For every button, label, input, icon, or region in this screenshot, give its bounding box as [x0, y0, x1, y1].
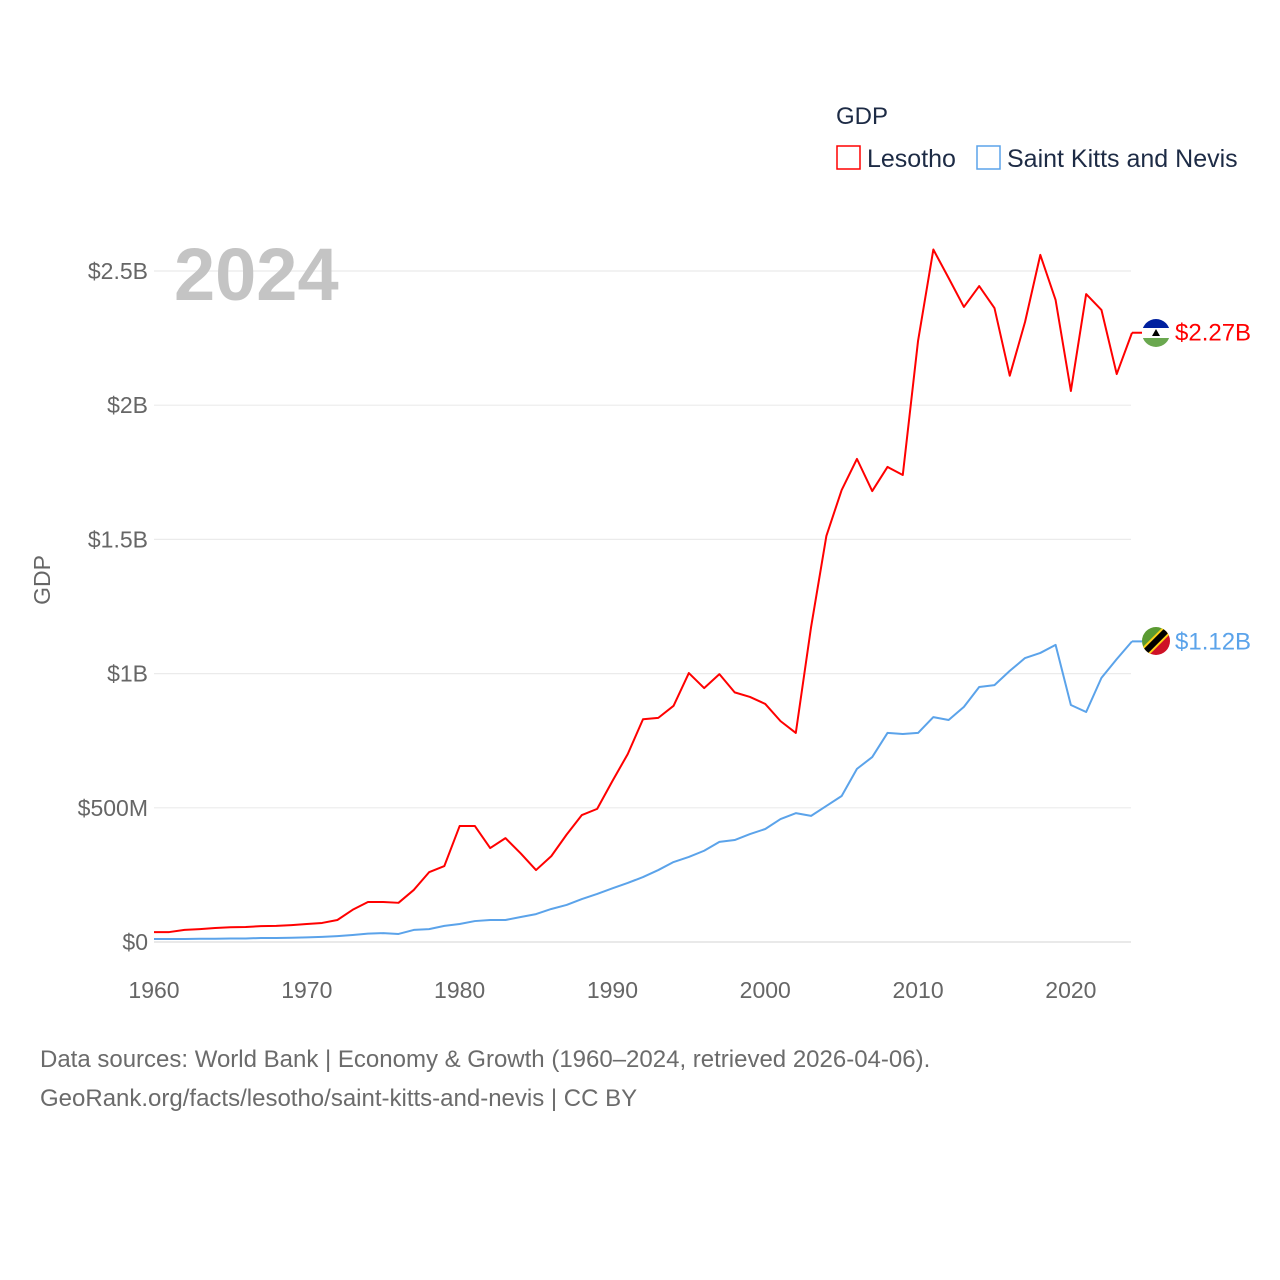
y-axis-label: GDP [29, 555, 55, 605]
legend-item-lesotho[interactable]: Lesotho [836, 145, 956, 173]
y-tick-label: $2.5B [88, 258, 148, 284]
x-tick-label: 1970 [281, 977, 332, 1003]
x-tick-label: 1990 [587, 977, 638, 1003]
y-tick-label: $500M [78, 795, 148, 821]
legend-swatch-lesotho [836, 145, 861, 170]
y-tick-label: $1.5B [88, 526, 148, 552]
series-line-saint-kitts-and-nevis[interactable] [154, 640, 1133, 941]
legend-label-lesotho: Lesotho [867, 145, 956, 173]
series-line-lesotho[interactable] [154, 248, 1133, 934]
legend-item-saint-kitts-and-nevis[interactable]: Saint Kitts and Nevis [976, 145, 1238, 173]
source-note: Data sources: World Bank | Economy & Gro… [40, 1046, 931, 1073]
x-tick-label: 1960 [128, 977, 179, 1003]
x-tick-label: 2010 [892, 977, 943, 1003]
lesotho-flag-icon [1142, 319, 1170, 347]
x-tick-label: 1980 [434, 977, 485, 1003]
saint-kitts-and-nevis-flag-icon [1142, 627, 1170, 655]
x-tick-label: 2020 [1045, 977, 1096, 1003]
legend: GDP Lesotho Saint Kitts and Nevis [836, 103, 1238, 173]
legend-title: GDP [836, 103, 888, 130]
y-tick-label: $0 [122, 929, 148, 955]
legend-label-saint-kitts-and-nevis: Saint Kitts and Nevis [1007, 145, 1238, 173]
end-label-saint-kitts-and-nevis: $1.12B [1175, 628, 1251, 655]
y-tick-label: $1B [107, 661, 148, 687]
end-label-lesotho: $2.27B [1175, 320, 1251, 347]
year-label: 2024 [174, 233, 339, 316]
x-tick-label: 2000 [740, 977, 791, 1003]
source-url[interactable]: GeoRank.org/facts/lesotho/saint-kitts-an… [40, 1085, 638, 1112]
legend-swatch-saint-kitts-and-nevis [976, 145, 1001, 170]
y-tick-label: $2B [107, 392, 148, 418]
